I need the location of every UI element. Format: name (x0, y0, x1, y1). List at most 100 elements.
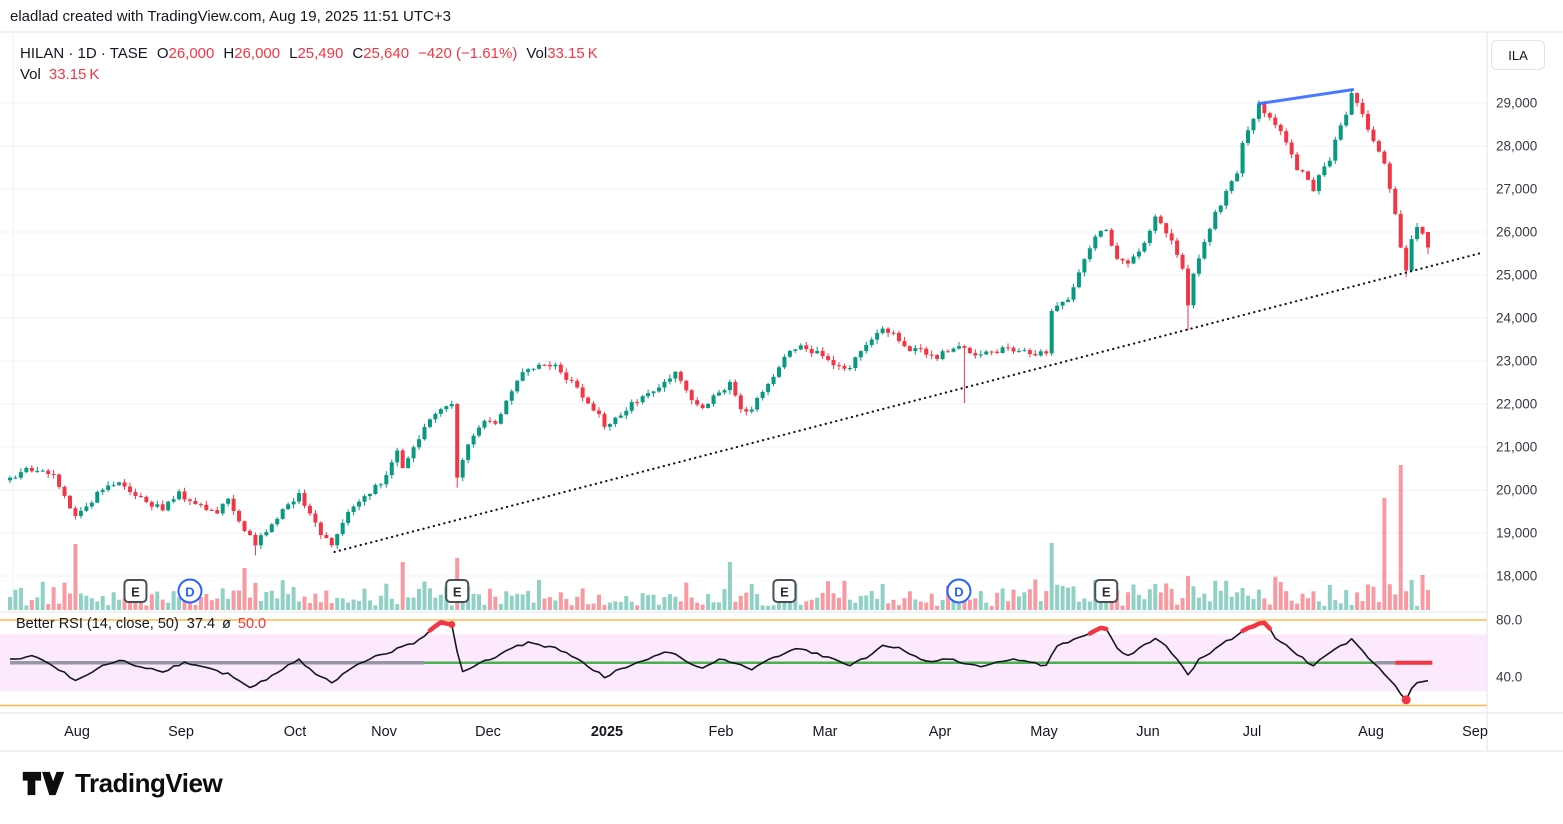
candle-body (727, 381, 732, 391)
volume-bar (504, 591, 509, 610)
volume-bar (384, 583, 389, 610)
volume-bar (1016, 596, 1021, 610)
candle-body (498, 414, 503, 424)
volume-bar (1131, 584, 1136, 610)
volume-bar (8, 597, 12, 610)
volume-bar (1033, 579, 1038, 610)
volume-bar (755, 594, 760, 610)
candle-body (1136, 251, 1141, 257)
candle-body (1344, 114, 1349, 126)
vol-row-value: 33.15 K (48, 66, 100, 83)
candle-body (804, 345, 809, 350)
candle-body (646, 393, 651, 397)
time-axis-label: Aug (1358, 724, 1384, 740)
volume-bar (482, 604, 487, 610)
candle-body (1044, 351, 1049, 354)
candle-body (1246, 130, 1251, 144)
candle-body (575, 380, 580, 388)
earnings-marker[interactable]: E (1094, 579, 1119, 603)
candle-body (787, 350, 792, 357)
candle-body (1284, 131, 1289, 143)
candle-body (1316, 175, 1321, 192)
candle-body (477, 427, 482, 436)
earnings-marker[interactable]: E (123, 579, 148, 603)
volume-bar (46, 603, 51, 610)
candle-body (1338, 125, 1343, 140)
candle-body (318, 522, 323, 535)
double-top-trendline[interactable] (1257, 88, 1355, 106)
volume-bar (766, 605, 771, 610)
volume-bar (269, 590, 274, 610)
volume-bar (438, 594, 443, 610)
volume-bar (1338, 603, 1343, 610)
candle-body (1006, 347, 1011, 349)
candle-body (395, 450, 400, 463)
rsi-signal-dot (448, 621, 456, 629)
earnings-marker[interactable]: E (772, 579, 797, 603)
candle-body (1060, 301, 1065, 306)
volume-bar (929, 593, 934, 610)
volume-bar (1142, 599, 1147, 610)
candle-body (924, 348, 929, 355)
earnings-marker[interactable]: E (445, 579, 470, 603)
volume-bar (875, 598, 880, 610)
volume-bar (689, 597, 694, 610)
volume-bar (67, 593, 72, 610)
dotted-support-trendline[interactable] (333, 251, 1484, 554)
volume-bar (149, 594, 154, 610)
candle-body (264, 532, 269, 536)
candle-body (1376, 141, 1381, 152)
candle-body (1142, 242, 1147, 252)
volume-bar (1284, 591, 1289, 610)
volume-bar (1071, 586, 1076, 610)
tradingview-wordmark: TradingView (75, 768, 223, 798)
volume-bar (1049, 543, 1054, 610)
candle-body (520, 372, 525, 381)
volume-bar (798, 604, 803, 610)
candle-body (367, 494, 372, 497)
volume-bar (629, 601, 634, 610)
candle-body (1066, 299, 1071, 302)
volume-bar (1098, 599, 1103, 610)
volume-bar (117, 599, 122, 610)
candle-body (29, 467, 34, 472)
volume-bar (967, 599, 972, 610)
candle-body (558, 364, 563, 373)
volume-bar (1224, 580, 1229, 610)
price-tick-label: 24,000 (1496, 311, 1537, 326)
volume-bar (1425, 590, 1430, 610)
volume-bar (1235, 592, 1240, 610)
candle-body (209, 509, 214, 511)
volume-bar (580, 588, 585, 610)
candle-body (613, 417, 618, 425)
volume-bar (733, 601, 738, 610)
candle-body (738, 395, 743, 410)
volume-value: 33.15 K (547, 45, 598, 62)
volume-bar (209, 600, 214, 610)
candle-body (607, 424, 612, 427)
candle-body (1262, 104, 1267, 114)
volume-bar (760, 605, 765, 610)
candle-body (1071, 287, 1076, 300)
candle-body (215, 510, 220, 514)
candle-body (1186, 268, 1191, 306)
volume-bar (1038, 601, 1043, 610)
candlestick-series (8, 89, 1430, 556)
candle-body (1251, 118, 1256, 131)
dividend-marker[interactable]: D (177, 578, 203, 604)
volume-bar (542, 598, 547, 610)
volume-bar (297, 601, 302, 610)
rsi-average-value: 50.0 (237, 616, 267, 632)
event-markers[interactable]: E E E ED D (123, 578, 1119, 604)
symbol-legend: HILAN · 1D · TASE O26,000 H26,000 L25,490 C2… (20, 45, 598, 62)
candle-body (509, 391, 514, 401)
tradingview-logo[interactable]: TradingView (22, 768, 223, 799)
volume-bar (1218, 590, 1223, 610)
dividend-marker[interactable]: D (946, 578, 972, 604)
time-axis-label: Feb (709, 724, 734, 740)
candle-body (1409, 239, 1414, 271)
volume-bar (640, 593, 645, 610)
volume-bar (787, 599, 792, 610)
